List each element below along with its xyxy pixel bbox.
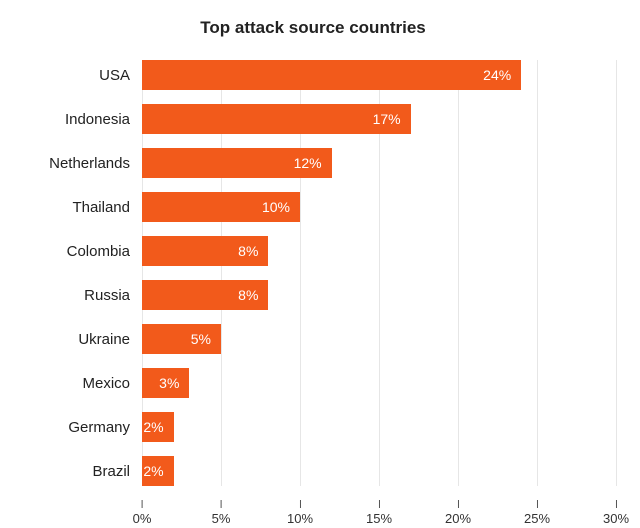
chart-title: Top attack source countries <box>10 18 616 38</box>
bar-track: 12% <box>142 148 616 178</box>
bar-value-label: 8% <box>238 287 258 303</box>
bar-row: USA 24% <box>10 60 616 90</box>
tick-mark <box>616 500 617 508</box>
category-label: Thailand <box>10 199 142 216</box>
x-tick: 25% <box>524 500 550 526</box>
bar-value-label: 5% <box>191 331 211 347</box>
bar-row: Brazil2% <box>10 456 616 486</box>
tick-mark <box>537 500 538 508</box>
bar-row: Mexico 3% <box>10 368 616 398</box>
bar-chart: Top attack source countries USA 24% Indone… <box>0 0 640 528</box>
bar-track: 8% <box>142 280 616 310</box>
x-tick: 20% <box>445 500 471 526</box>
x-tick: 30% <box>603 500 629 526</box>
x-tick: 10% <box>287 500 313 526</box>
x-tick-label: 20% <box>445 511 471 526</box>
category-label: Brazil <box>10 463 142 480</box>
x-tick-label: 0% <box>133 511 152 526</box>
x-tick: 5% <box>212 500 231 526</box>
bar-row: Ukraine 5% <box>10 324 616 354</box>
bar: 2% <box>142 412 174 442</box>
x-tick: 0% <box>133 500 152 526</box>
bar: 2% <box>142 456 174 486</box>
tick-mark <box>458 500 459 508</box>
bar-value-label: 12% <box>294 155 322 171</box>
bar-value-label: 2% <box>143 419 163 435</box>
tick-mark <box>220 500 221 508</box>
bar-value-label: 10% <box>262 199 290 215</box>
bar-track: 5% <box>142 324 616 354</box>
bar-value-label: 24% <box>483 67 511 83</box>
bar-track: 3% <box>142 368 616 398</box>
category-label: Russia <box>10 287 142 304</box>
plot-area: USA 24% Indonesia 17% Netherlands 12% Thailand… <box>10 60 616 486</box>
category-label: USA <box>10 67 142 84</box>
x-tick-label: 25% <box>524 511 550 526</box>
x-axis: 0%5%10%15%20%25%30% <box>142 500 616 528</box>
bar: 12% <box>142 148 332 178</box>
tick-mark <box>141 500 142 508</box>
bar-value-label: 3% <box>159 375 179 391</box>
bar-value-label: 2% <box>143 463 163 479</box>
category-label: Indonesia <box>10 111 142 128</box>
category-label: Netherlands <box>10 155 142 172</box>
category-label: Mexico <box>10 375 142 392</box>
bar-track: 10% <box>142 192 616 222</box>
bar: 17% <box>142 104 411 134</box>
x-tick-label: 15% <box>366 511 392 526</box>
tick-mark <box>379 500 380 508</box>
bar-track: 24% <box>142 60 616 90</box>
bar: 8% <box>142 236 268 266</box>
category-label: Germany <box>10 419 142 436</box>
bar-track: 8% <box>142 236 616 266</box>
bar-row: Russia 8% <box>10 280 616 310</box>
bar: 3% <box>142 368 189 398</box>
bar-row: Thailand 10% <box>10 192 616 222</box>
bar-value-label: 17% <box>373 111 401 127</box>
bar-row: Germany2% <box>10 412 616 442</box>
x-tick-label: 5% <box>212 511 231 526</box>
bar: 5% <box>142 324 221 354</box>
bar-row: Netherlands 12% <box>10 148 616 178</box>
x-tick-label: 10% <box>287 511 313 526</box>
x-tick: 15% <box>366 500 392 526</box>
bar-track: 17% <box>142 104 616 134</box>
x-tick-label: 30% <box>603 511 629 526</box>
category-label: Colombia <box>10 243 142 260</box>
bar-row: Indonesia 17% <box>10 104 616 134</box>
tick-mark <box>300 500 301 508</box>
bar-track: 2% <box>142 412 616 442</box>
bar-row: Colombia 8% <box>10 236 616 266</box>
category-label: Ukraine <box>10 331 142 348</box>
gridline <box>616 60 617 486</box>
bar: 24% <box>142 60 521 90</box>
bar-track: 2% <box>142 456 616 486</box>
bar: 8% <box>142 280 268 310</box>
bar: 10% <box>142 192 300 222</box>
bar-value-label: 8% <box>238 243 258 259</box>
